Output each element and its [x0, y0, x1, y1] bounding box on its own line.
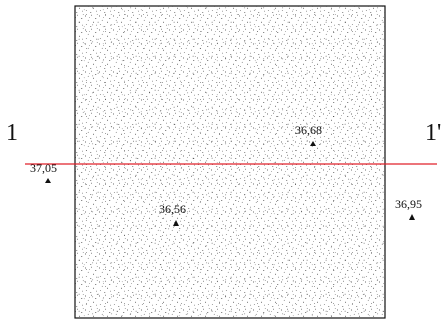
elevation-marker-outside-left: 37,05 [30, 161, 57, 183]
elevation-label: 36,56 [159, 202, 186, 216]
elevation-triangle-icon [173, 220, 179, 226]
elevation-label: 37,05 [30, 161, 57, 175]
section-end-label: 1' [425, 120, 441, 146]
elevation-triangle-icon [45, 178, 51, 183]
elevation-marker-outside-right: 36,95 [395, 197, 422, 220]
elevation-triangle-icon [310, 141, 316, 146]
elevation-marker-inside-upper-right: 36,68 [295, 123, 322, 146]
elevation-label: 36,95 [395, 197, 422, 211]
plot-outline [74, 5, 386, 319]
elevation-label: 36,68 [295, 123, 322, 137]
section-start-label: 1 [6, 120, 18, 146]
plot-fill-overlay [75, 6, 385, 318]
elevation-marker-inside-center-left: 36,56 [159, 202, 186, 226]
elevation-triangle-icon [409, 214, 415, 220]
